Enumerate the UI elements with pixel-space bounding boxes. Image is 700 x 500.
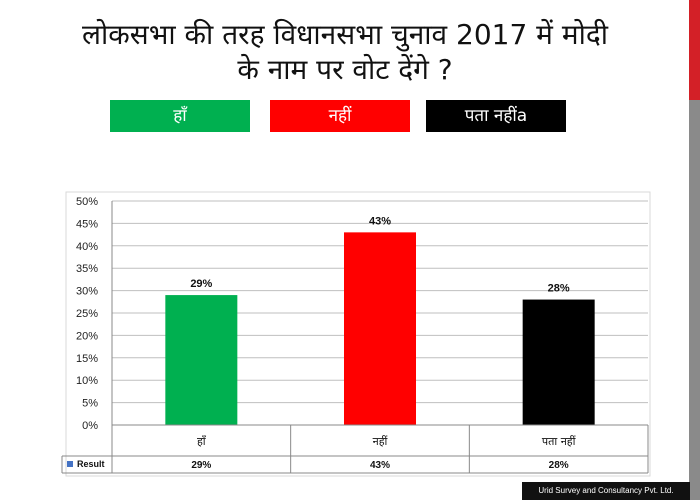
legend-box-no: नहीं: [270, 100, 410, 132]
legend-box-unknown: पता नहींa: [426, 100, 566, 132]
table-value: 29%: [191, 460, 211, 471]
y-tick-label: 50%: [76, 196, 98, 208]
y-tick-label: 5%: [82, 398, 98, 410]
data-label: 43%: [369, 215, 391, 227]
chart-frame: [65, 191, 651, 477]
data-label: 29%: [190, 278, 212, 290]
table-value: 43%: [370, 460, 390, 471]
y-tick-label: 35%: [76, 263, 98, 275]
title-line-1: लोकसभा की तरह विधानसभा चुनाव 2017 में मो…: [82, 18, 608, 51]
y-tick-label: 30%: [76, 286, 98, 298]
bar: [165, 295, 238, 425]
footer-company-badge: Urid Survey and Consultancy Pvt. Ltd.: [522, 482, 690, 500]
y-tick-label: 25%: [76, 308, 98, 320]
right-accent-stripe-red: [689, 0, 700, 100]
series-key-swatch: [67, 461, 73, 467]
right-accent-stripe-gray: [689, 100, 700, 500]
title-line-2: के नाम पर वोट देंगे ?: [237, 53, 453, 86]
y-tick-label: 15%: [76, 353, 98, 365]
x-category-label: पता नहीं: [542, 435, 576, 448]
x-category-label: हाँ: [197, 435, 207, 448]
x-category-label: नहीं: [373, 435, 388, 448]
data-label: 28%: [548, 283, 570, 295]
y-tick-label: 45%: [76, 218, 98, 230]
series-name-label: Result: [77, 459, 105, 469]
y-tick-label: 20%: [76, 330, 98, 342]
y-tick-label: 0%: [82, 420, 98, 432]
bar: [522, 299, 595, 425]
legend-box-yes: हाँ: [110, 100, 250, 132]
y-tick-label: 40%: [76, 241, 98, 253]
table-value: 28%: [549, 460, 569, 471]
y-tick-label: 10%: [76, 375, 98, 387]
bar: [344, 232, 416, 425]
